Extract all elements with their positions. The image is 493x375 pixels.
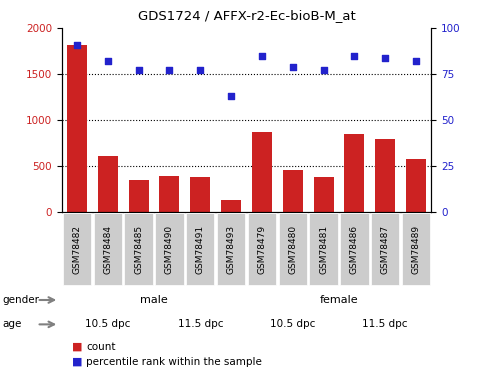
Point <box>381 54 389 60</box>
Bar <box>340 213 368 285</box>
Text: GSM78485: GSM78485 <box>134 225 143 274</box>
Text: GSM78481: GSM78481 <box>319 225 328 274</box>
Bar <box>371 213 399 285</box>
Text: count: count <box>86 342 116 352</box>
Bar <box>314 177 334 212</box>
Bar <box>279 213 307 285</box>
Point <box>412 58 420 64</box>
Point <box>196 68 204 74</box>
Text: gender: gender <box>2 295 39 305</box>
Bar <box>375 139 395 212</box>
Point <box>351 53 358 59</box>
Point <box>166 68 174 74</box>
Text: 10.5 dpc: 10.5 dpc <box>85 320 131 329</box>
Bar <box>186 213 214 285</box>
Text: 11.5 dpc: 11.5 dpc <box>362 320 408 329</box>
Text: ■: ■ <box>71 342 82 352</box>
Text: GSM78484: GSM78484 <box>104 225 112 274</box>
Bar <box>129 180 149 212</box>
Text: GSM78480: GSM78480 <box>288 225 297 274</box>
Bar <box>402 213 430 285</box>
Text: female: female <box>319 295 358 305</box>
Text: percentile rank within the sample: percentile rank within the sample <box>86 357 262 367</box>
Bar <box>344 134 364 212</box>
Text: age: age <box>2 320 22 329</box>
Bar <box>190 177 211 212</box>
Point <box>258 53 266 59</box>
Text: GDS1724 / AFFX-r2-Ec-bioB-M_at: GDS1724 / AFFX-r2-Ec-bioB-M_at <box>138 9 355 22</box>
Text: 11.5 dpc: 11.5 dpc <box>177 320 223 329</box>
Text: GSM78490: GSM78490 <box>165 225 174 274</box>
Text: GSM78487: GSM78487 <box>381 225 389 274</box>
Bar <box>221 200 241 212</box>
Bar <box>282 170 303 212</box>
Text: GSM78489: GSM78489 <box>412 225 421 274</box>
Point <box>319 68 327 74</box>
Bar <box>217 213 245 285</box>
Bar <box>155 213 183 285</box>
Text: 10.5 dpc: 10.5 dpc <box>270 320 316 329</box>
Text: GSM78482: GSM78482 <box>72 225 81 274</box>
Bar <box>310 213 338 285</box>
Point <box>73 42 81 48</box>
Point <box>135 68 142 74</box>
Bar <box>94 213 122 285</box>
Text: GSM78493: GSM78493 <box>227 225 236 274</box>
Bar <box>124 213 153 285</box>
Bar <box>247 213 276 285</box>
Text: GSM78479: GSM78479 <box>257 225 266 274</box>
Text: GSM78491: GSM78491 <box>196 225 205 274</box>
Point <box>289 64 297 70</box>
Bar <box>67 45 87 212</box>
Bar <box>406 159 426 212</box>
Text: ■: ■ <box>71 357 82 367</box>
Text: GSM78486: GSM78486 <box>350 225 359 274</box>
Point <box>227 93 235 99</box>
Bar <box>63 213 91 285</box>
Bar <box>252 132 272 212</box>
Point <box>104 58 112 64</box>
Bar <box>98 156 118 212</box>
Text: male: male <box>140 295 168 305</box>
Bar <box>159 176 179 212</box>
